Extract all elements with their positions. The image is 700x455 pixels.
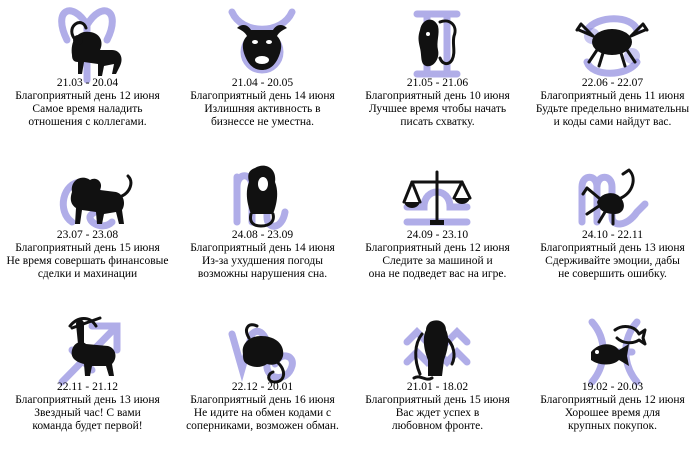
sign-card-aries: 21.03 - 20.04 Благоприятный день 12 июня… xyxy=(0,0,175,151)
sign-text: 22.06 - 22.07 Благоприятный день 11 июня… xyxy=(525,77,700,129)
sign-dates: 24.08 - 23.09 xyxy=(231,229,294,241)
taurus-icon xyxy=(187,0,337,92)
sign-day: Благоприятный день 12 июня xyxy=(540,394,685,406)
sign-day: Благоприятный день 10 июня xyxy=(365,90,510,102)
sign-day: Благоприятный день 11 июня xyxy=(540,90,685,102)
sign-day: Благоприятный день 13 июня xyxy=(15,394,160,406)
sign-text: 24.08 - 23.09 Благоприятный день 14 июня… xyxy=(175,229,350,281)
sign-dates: 21.04 - 20.05 xyxy=(231,77,294,89)
sign-text: 23.07 - 23.08 Благоприятный день 15 июня… xyxy=(0,229,175,281)
libra-icon xyxy=(362,152,512,244)
aquarius-icon xyxy=(362,304,512,396)
sign-day: Благоприятный день 14 июня xyxy=(190,90,335,102)
virgo-icon xyxy=(187,152,337,244)
sign-line2: крупных покупок. xyxy=(567,420,658,432)
sign-line2: возможны нарушения сна. xyxy=(197,268,328,280)
sign-day: Благоприятный день 13 июня xyxy=(540,242,685,254)
sign-card-sagittarius: 22.11 - 21.12 Благоприятный день 13 июня… xyxy=(0,304,175,455)
sign-text: 24.10 - 22.11 Благоприятный день 13 июня… xyxy=(525,229,700,281)
cancer-icon xyxy=(537,0,687,92)
sign-text: 22.12 - 20.01 Благоприятный день 16 июня… xyxy=(175,381,350,433)
leo-icon xyxy=(12,152,162,244)
sign-dates: 22.11 - 21.12 xyxy=(57,381,118,393)
sign-dates: 24.09 - 23.10 xyxy=(406,229,469,241)
sign-line2: сделки и махинации xyxy=(37,268,138,280)
sign-line1: Вас ждет успех в xyxy=(395,407,480,419)
sign-line1: Следите за машиной и xyxy=(382,255,493,267)
sign-day: Благоприятный день 16 июня xyxy=(190,394,335,406)
scorpio-icon xyxy=(537,152,687,244)
sign-card-gemini: 21.05 - 21.06 Благоприятный день 10 июня… xyxy=(350,0,525,151)
sign-dates: 21.01 - 18.02 xyxy=(406,381,469,393)
sign-day: Благоприятный день 12 июня xyxy=(365,242,510,254)
sign-line1: Звездный час! С вами xyxy=(34,407,141,419)
sign-card-virgo: 24.08 - 23.09 Благоприятный день 14 июня… xyxy=(175,152,350,303)
sign-dates: 21.03 - 20.04 xyxy=(56,77,119,89)
sign-line1: Сдерживайте эмоции, дабы xyxy=(545,255,680,267)
sign-card-leo: 23.07 - 23.08 Благоприятный день 15 июня… xyxy=(0,152,175,303)
sign-card-taurus: 21.04 - 20.05 Благоприятный день 14 июня… xyxy=(175,0,350,151)
sign-line1: Лучшее время чтобы начать xyxy=(368,103,507,115)
sign-text: 21.04 - 20.05 Благоприятный день 14 июня… xyxy=(175,77,350,129)
sign-dates: 23.07 - 23.08 xyxy=(56,229,119,241)
sign-day: Благоприятный день 14 июня xyxy=(190,242,335,254)
sign-text: 19.02 - 20.03 Благоприятный день 12 июня… xyxy=(525,381,700,433)
sign-line1: Хорошее время для xyxy=(564,407,661,419)
sign-line1: Излишняя активность в xyxy=(204,103,321,115)
sign-line1: Из-за ухудшения погоды xyxy=(202,255,323,267)
sign-line2: соперниками, возможен обман. xyxy=(186,420,339,432)
sign-text: 21.01 - 18.02 Благоприятный день 15 июня… xyxy=(350,381,525,433)
sign-line1: Не время совершать финансовые xyxy=(6,255,169,267)
sign-card-scorpio: 24.10 - 22.11 Благоприятный день 13 июня… xyxy=(525,152,700,303)
sign-line2: не совершить ошибку. xyxy=(558,268,667,280)
sign-text: 22.11 - 21.12 Благоприятный день 13 июня… xyxy=(0,381,175,433)
sign-card-libra: 24.09 - 23.10 Благоприятный день 12 июня… xyxy=(350,152,525,303)
sign-day: Благоприятный день 12 июня xyxy=(15,90,160,102)
sign-line1: Будьте предельно внимательны xyxy=(535,103,690,115)
sign-dates: 24.10 - 22.11 xyxy=(582,229,643,241)
sign-line2: команда будет первой! xyxy=(32,420,143,432)
sign-card-capricorn: 22.12 - 20.01 Благоприятный день 16 июня… xyxy=(175,304,350,455)
sign-text: 21.05 - 21.06 Благоприятный день 10 июня… xyxy=(350,77,525,129)
sign-line2: писать схватку. xyxy=(400,116,475,128)
sign-day: Благоприятный день 15 июня xyxy=(365,394,510,406)
sagittarius-icon xyxy=(12,304,162,396)
sign-line2: и коды сами найдут вас. xyxy=(553,116,672,128)
sign-dates: 21.05 - 21.06 xyxy=(406,77,469,89)
sign-line2: отношения с коллегами. xyxy=(28,116,147,128)
sign-dates: 19.02 - 20.03 xyxy=(581,381,644,393)
sign-line2: любовном фронте. xyxy=(391,420,484,432)
pisces-icon xyxy=(537,304,687,396)
capricorn-icon xyxy=(187,304,337,396)
sign-line2: она не подведет вас на игре. xyxy=(368,268,507,280)
sign-card-aquarius: 21.01 - 18.02 Благоприятный день 15 июня… xyxy=(350,304,525,455)
sign-line1: Не идите на обмен кодами с xyxy=(193,407,332,419)
sign-line1: Самое время наладить xyxy=(32,103,143,115)
sign-day: Благоприятный день 15 июня xyxy=(15,242,160,254)
sign-text: 21.03 - 20.04 Благоприятный день 12 июня… xyxy=(0,77,175,129)
sign-dates: 22.06 - 22.07 xyxy=(581,77,644,89)
sign-card-cancer: 22.06 - 22.07 Благоприятный день 11 июня… xyxy=(525,0,700,151)
sign-card-pisces: 19.02 - 20.03 Благоприятный день 12 июня… xyxy=(525,304,700,455)
sign-text: 24.09 - 23.10 Благоприятный день 12 июня… xyxy=(350,229,525,281)
sign-dates: 22.12 - 20.01 xyxy=(231,381,294,393)
aries-icon xyxy=(12,0,162,92)
sign-line2: бизнессе не уместна. xyxy=(210,116,315,128)
gemini-icon xyxy=(362,0,512,92)
